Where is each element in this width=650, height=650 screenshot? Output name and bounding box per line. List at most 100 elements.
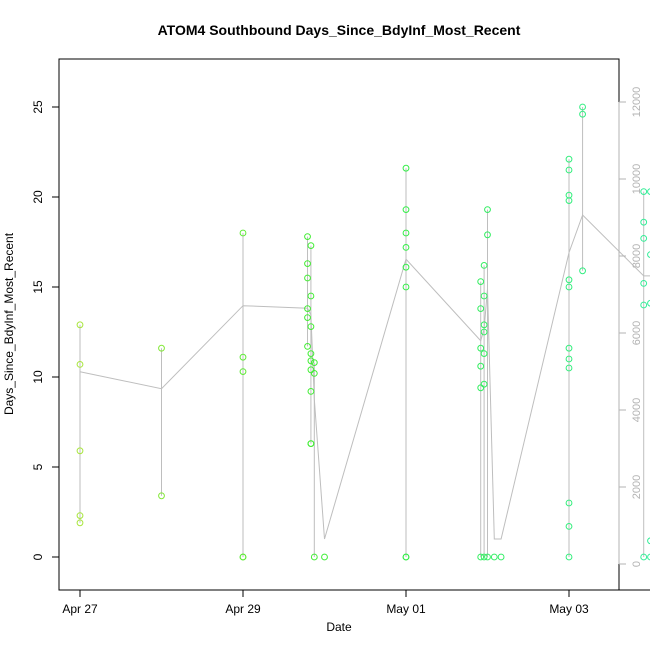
data-point xyxy=(647,188,650,195)
secondary-y-tick-label: 6000 xyxy=(631,321,643,345)
data-point xyxy=(239,553,247,561)
data-point xyxy=(565,523,573,530)
data-point xyxy=(480,350,488,358)
data-point xyxy=(402,229,410,237)
y-tick-label: 10 xyxy=(31,370,45,384)
data-point xyxy=(402,263,410,271)
y-tick-label: 5 xyxy=(31,463,45,470)
data-point xyxy=(307,292,315,300)
data-point xyxy=(484,206,491,214)
data-point xyxy=(647,299,650,307)
data-point xyxy=(640,553,648,561)
data-point xyxy=(640,301,648,309)
secondary-y-tick-label: 0 xyxy=(631,561,643,567)
x-tick-label: May 03 xyxy=(549,602,589,616)
data-point xyxy=(310,359,318,367)
data-point xyxy=(307,440,315,448)
data-point xyxy=(158,344,165,352)
y-tick-label: 20 xyxy=(31,190,45,204)
data-point xyxy=(565,364,573,372)
data-point xyxy=(640,235,648,242)
data-point xyxy=(304,274,311,282)
data-point xyxy=(307,388,315,395)
data-point xyxy=(477,553,485,561)
data-point xyxy=(239,368,247,376)
data-point xyxy=(304,305,311,313)
data-point xyxy=(310,553,318,561)
data-point xyxy=(497,553,505,561)
data-point xyxy=(477,344,485,352)
data-point xyxy=(76,519,84,527)
x-tick-label: Apr 29 xyxy=(225,602,261,616)
data-point xyxy=(565,553,573,561)
y-tick-label: 0 xyxy=(31,553,45,560)
data-point xyxy=(480,328,488,336)
data-point xyxy=(402,206,410,214)
data-point xyxy=(304,260,311,268)
data-point xyxy=(480,380,488,388)
data-point xyxy=(480,321,488,329)
data-point xyxy=(565,499,573,507)
data-point xyxy=(647,537,650,545)
data-point xyxy=(640,218,648,226)
data-point xyxy=(480,262,488,269)
secondary-y-tick-label: 4000 xyxy=(631,398,643,422)
data-point xyxy=(477,305,485,313)
data-point xyxy=(304,343,311,350)
data-point xyxy=(304,314,311,322)
data-point xyxy=(307,366,315,374)
secondary-y-axis: 0 2000 4000 6000 8000 10000 12000 xyxy=(618,87,643,567)
y-tick-label: 15 xyxy=(31,280,45,294)
data-point xyxy=(484,553,491,561)
data-point xyxy=(402,244,410,251)
x-axis-title: Date xyxy=(326,620,352,634)
data-point xyxy=(477,384,485,392)
secondary-y-tick-label: 2000 xyxy=(631,475,643,499)
data-point xyxy=(402,283,410,291)
data-point xyxy=(307,357,315,365)
chart-title: ATOM4 Southbound Days_Since_BdyInf_Most_… xyxy=(158,22,521,38)
data-point xyxy=(76,512,84,519)
data-point xyxy=(647,553,650,561)
data-point xyxy=(565,283,573,291)
data-point xyxy=(307,242,315,250)
data-point xyxy=(480,292,488,300)
scatter-points xyxy=(76,103,650,561)
data-point xyxy=(480,553,488,561)
y-tick-label: 25 xyxy=(31,100,45,114)
connector-line xyxy=(79,214,650,540)
data-point xyxy=(76,361,84,368)
data-point xyxy=(490,553,498,561)
secondary-y-tick-label: 8000 xyxy=(631,244,643,268)
data-point xyxy=(477,278,485,286)
data-point xyxy=(76,447,84,455)
data-point xyxy=(307,350,315,358)
y-axis: 0 5 10 15 20 25 xyxy=(31,100,60,560)
data-point xyxy=(321,553,328,561)
data-point xyxy=(402,164,410,172)
data-point xyxy=(579,267,586,275)
x-tick-label: May 01 xyxy=(386,602,426,616)
data-point xyxy=(307,323,315,331)
data-point xyxy=(647,251,650,258)
data-point xyxy=(579,110,586,118)
data-point xyxy=(477,362,485,370)
data-point xyxy=(565,155,573,163)
data-point xyxy=(402,553,410,561)
data-point xyxy=(565,355,573,363)
data-point xyxy=(579,103,586,111)
data-point xyxy=(239,353,247,361)
x-tick-label: Apr 27 xyxy=(62,602,98,616)
data-point xyxy=(310,370,318,377)
data-point xyxy=(304,233,311,241)
vertical-range-lines xyxy=(79,107,645,557)
data-point xyxy=(76,321,84,329)
data-point xyxy=(158,492,165,500)
secondary-y-tick-label: 12000 xyxy=(631,87,643,118)
secondary-y-tick-label: 10000 xyxy=(631,164,643,195)
data-point xyxy=(484,231,491,239)
data-point xyxy=(565,344,573,352)
y-axis-title: Days_Since_BdyInf_Most_Recent xyxy=(2,232,16,415)
